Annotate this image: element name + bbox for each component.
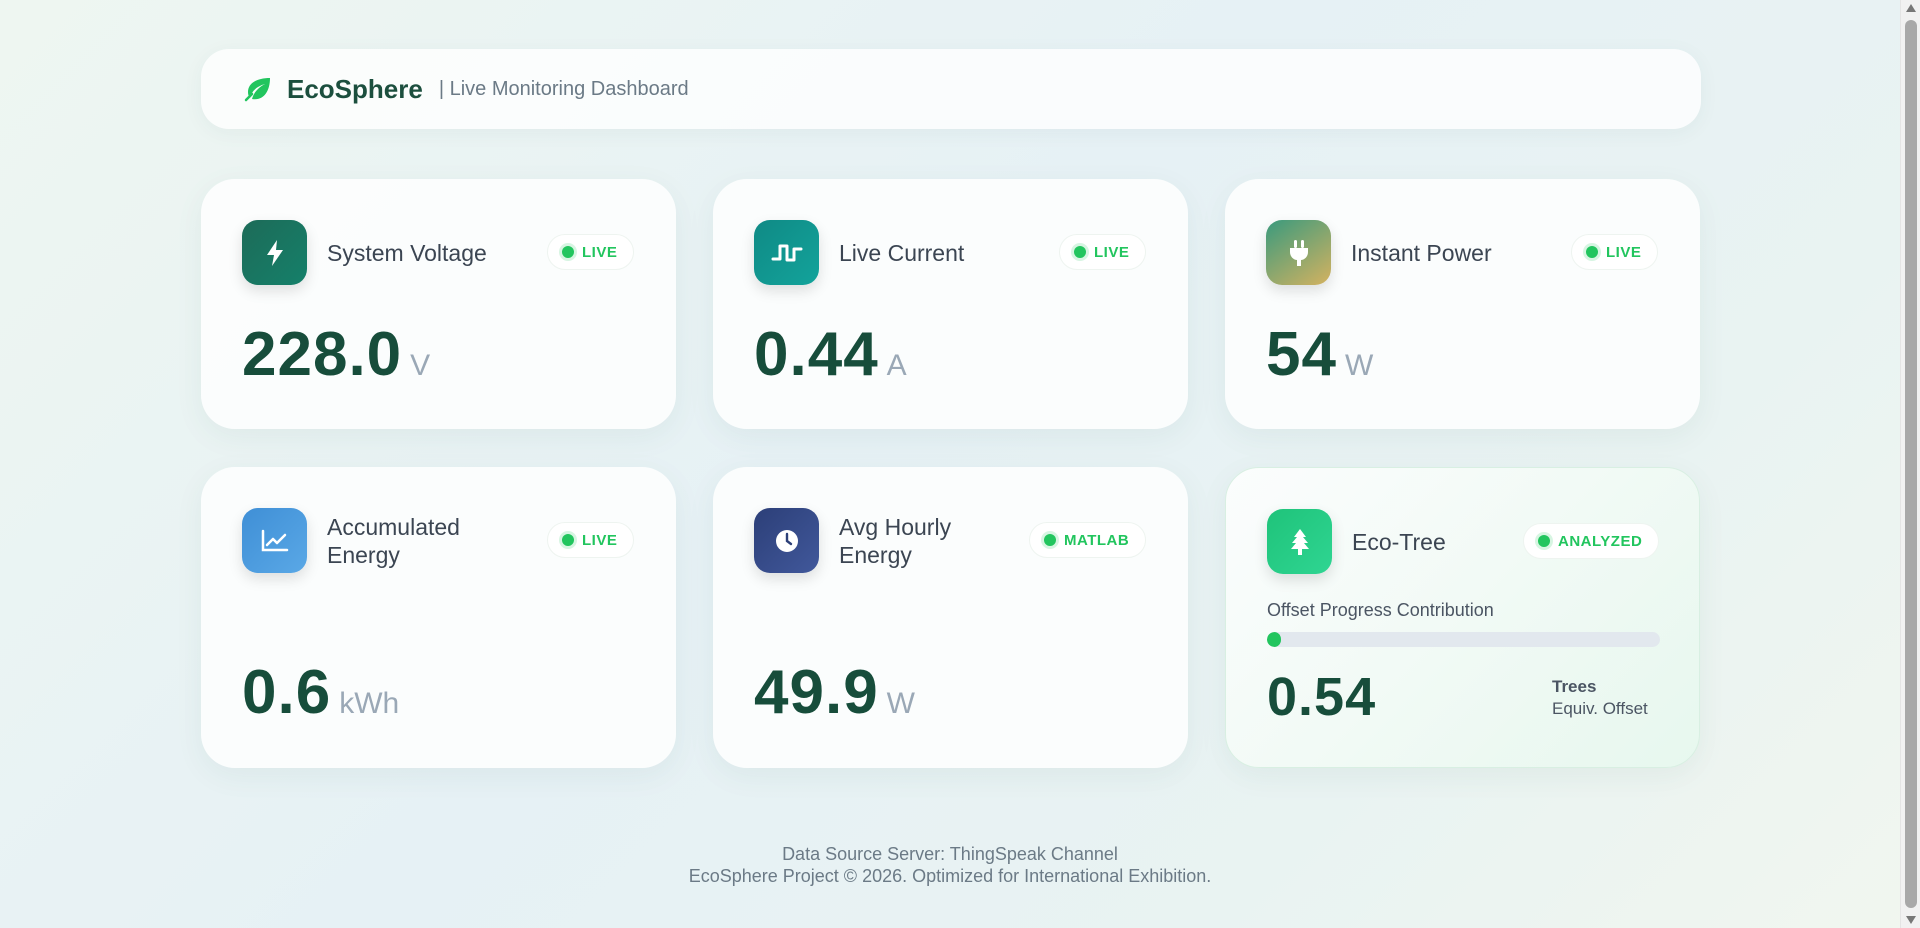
pulse-wave-icon [754,220,819,285]
progress-fill [1267,632,1281,647]
badge-label: LIVE [1606,243,1642,261]
status-badge: LIVE [547,522,635,558]
eco-tree-card: Eco-Tree ANALYZED Offset Progress Contri… [1225,467,1700,768]
reading-value: 0.54 [1267,667,1377,727]
live-dot [1074,246,1086,258]
progress-label: Offset Progress Contribution [1267,600,1494,620]
live-dot [562,534,574,546]
card-title: Eco-Tree [1352,529,1446,555]
card-title-line: Energy [327,542,400,568]
leaf-icon [243,74,273,104]
scroll-up-arrow-icon[interactable] [1906,4,1916,12]
plug-icon [1266,220,1331,285]
reading-value: 0.6 [242,658,332,727]
live-dot [562,246,574,258]
footer-source: Data Source Server: ThingSpeak Channel [782,844,1118,864]
reading: 49.9 W [754,657,915,728]
vertical-scrollbar[interactable] [1900,0,1920,928]
reading-unit: W [886,687,915,720]
card-title-line: Energy [839,542,912,568]
badge-label: MATLAB [1064,531,1130,549]
reading-value: 228.0 [242,320,403,389]
live-dot [1586,246,1598,258]
reading-unit: kWh [339,687,400,720]
card-title-line: Accumulated [327,514,460,540]
badge-label: ANALYZED [1558,532,1643,550]
current-card: Live Current LIVE 0.44 A [713,179,1188,429]
reading-value: 49.9 [754,658,879,727]
status-badge: LIVE [1059,234,1147,270]
voltage-card: System Voltage LIVE 228.0 V [201,179,676,429]
card-title: System Voltage [327,240,487,266]
top-header: EcoSphere | Live Monitoring Dashboard [201,49,1701,129]
card-title: Accumulated Energy [327,513,460,569]
chart-line-icon [242,508,307,573]
card-title-line: Avg Hourly [839,514,952,540]
reading-unit: A [886,349,907,382]
reading: 0.54 [1267,666,1376,728]
note-caption: Equiv. Offset [1552,699,1648,718]
status-badge: LIVE [547,234,635,270]
brand-name: EcoSphere [287,73,423,104]
badge-label: LIVE [1094,243,1130,261]
tree-icon [1267,509,1332,574]
reading: 228.0 V [242,319,430,390]
scrollbar-thumb[interactable] [1905,20,1917,908]
avg-hourly-card: Avg Hourly Energy MATLAB 49.9 W [713,467,1188,768]
header-subtitle: | Live Monitoring Dashboard [438,77,689,100]
reading-unit: V [410,349,431,382]
energy-card: Accumulated Energy LIVE 0.6 kWh [201,467,676,768]
status-badge: ANALYZED [1523,523,1660,559]
reading: 54 W [1266,319,1373,390]
footer: Data Source Server: ThingSpeak Channel E… [0,843,1900,887]
clock-icon [754,508,819,573]
status-badge: MATLAB [1029,522,1147,558]
reading-unit: W [1344,349,1374,382]
offset-note: Trees Equiv. Offset [1552,676,1648,720]
reading-value: 0.44 [754,320,879,389]
offset-progress-bar [1267,632,1660,647]
status-dot [1538,535,1550,547]
note-unit: Trees [1552,677,1597,696]
card-title: Instant Power [1351,240,1492,266]
badge-label: LIVE [582,531,618,549]
card-title: Avg Hourly Energy [839,513,951,569]
reading: 0.44 A [754,319,907,390]
reading: 0.6 kWh [242,657,399,728]
footer-copyright: EcoSphere Project © 2026. Optimized for … [688,866,1212,886]
bolt-icon [242,220,307,285]
status-dot [1044,534,1056,546]
power-card: Instant Power LIVE 54 W [1225,179,1700,429]
status-badge: LIVE [1571,234,1659,270]
card-title: Live Current [839,240,965,266]
scroll-down-arrow-icon[interactable] [1906,916,1916,924]
badge-label: LIVE [582,243,618,261]
reading-value: 54 [1266,320,1337,389]
